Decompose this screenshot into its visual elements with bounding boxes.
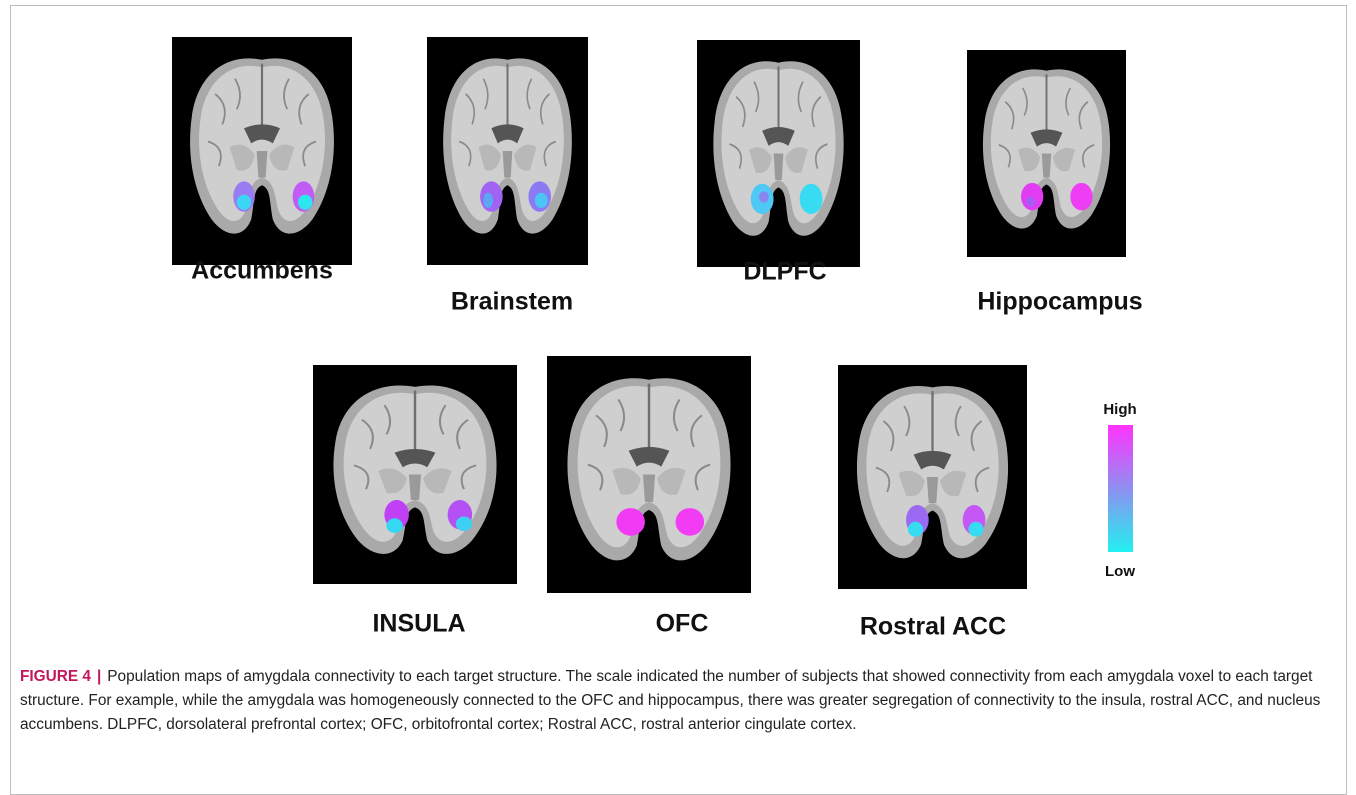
brain-image bbox=[172, 37, 352, 265]
figure-caption: FIGURE 4 |Population maps of amygdala con… bbox=[20, 665, 1338, 737]
caption-label: FIGURE 4 bbox=[20, 668, 91, 685]
brain-image bbox=[313, 365, 517, 584]
caption-text: Population maps of amygdala connectivity… bbox=[20, 668, 1320, 733]
caption-separator: | bbox=[97, 668, 101, 685]
panel-label: Brainstem bbox=[451, 288, 573, 316]
brain-image bbox=[838, 365, 1027, 589]
colorbar-low-label: Low bbox=[1105, 563, 1135, 580]
brain-image bbox=[427, 37, 588, 265]
panel-label: OFC bbox=[656, 610, 709, 638]
panel-label: DLPFC bbox=[743, 258, 826, 286]
colorbar bbox=[1108, 425, 1133, 552]
page: Accumbens Brainstem DLPFC Hippocampus IN… bbox=[0, 0, 1356, 785]
panel-label: Hippocampus bbox=[977, 288, 1142, 316]
figure: Accumbens Brainstem DLPFC Hippocampus IN… bbox=[0, 0, 1356, 660]
colorbar-high-label: High bbox=[1103, 401, 1136, 418]
panel-label: Rostral ACC bbox=[860, 613, 1006, 641]
brain-image bbox=[547, 356, 751, 593]
brain-image bbox=[967, 50, 1126, 257]
brain-image bbox=[697, 40, 860, 267]
panel-label: INSULA bbox=[372, 610, 465, 638]
panel-label: Accumbens bbox=[191, 257, 333, 285]
